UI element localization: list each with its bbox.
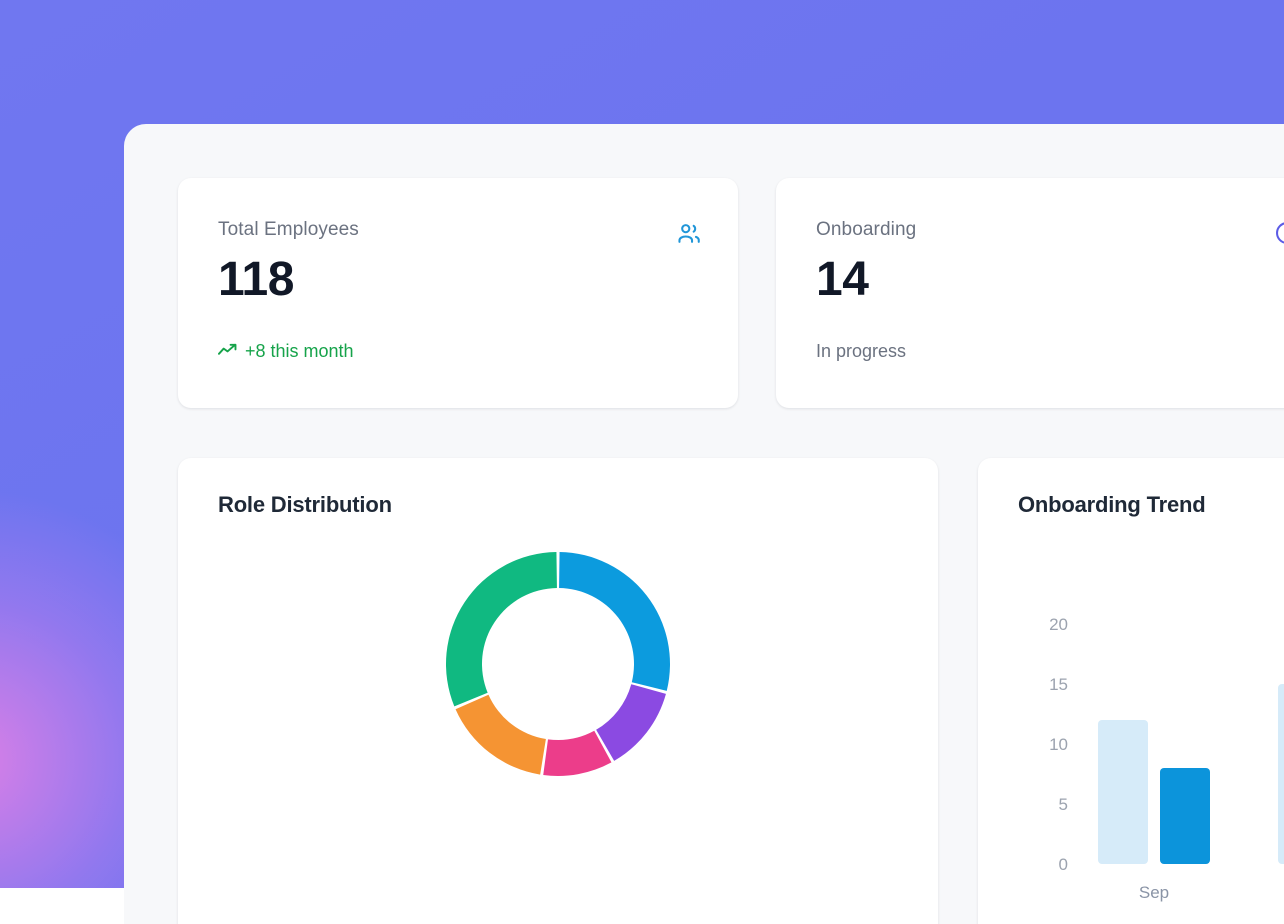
donut-slice[interactable] [456, 695, 546, 775]
donut-slice[interactable] [559, 552, 670, 691]
donut-chart[interactable] [438, 544, 678, 784]
x-axis-category-label: Sep [1139, 883, 1169, 902]
donut-chart-container [178, 544, 938, 784]
dashboard-panel: Total Employees 118 +8 this month [124, 124, 1284, 924]
bar-chart[interactable]: 05101520SepOct [978, 544, 1284, 924]
bar-chart-container: 05101520SepOct [978, 544, 1284, 924]
chart-card-onboarding-trend: Onboarding Trend 05101520SepOct [978, 458, 1284, 924]
y-axis-tick-label: 0 [1059, 855, 1068, 874]
chart-card-role-distribution: Role Distribution [178, 458, 938, 924]
y-axis-tick-label: 10 [1049, 735, 1068, 754]
kpi-card-onboarding[interactable]: Onboarding 14 In progress [776, 178, 1284, 408]
kpi-header: Total Employees [218, 220, 702, 251]
chart-title: Role Distribution [218, 492, 392, 518]
kpi-subtext: +8 this month [218, 341, 354, 362]
trending-up-icon [218, 341, 237, 362]
kpi-subtext-label: In progress [816, 341, 906, 362]
donut-slice[interactable] [596, 684, 666, 761]
y-axis-tick-label: 5 [1059, 795, 1068, 814]
kpi-label: Total Employees [218, 220, 359, 239]
kpi-value: 118 [218, 254, 294, 307]
kpi-subtext-label: +8 this month [245, 341, 354, 362]
kpi-value: 14 [816, 254, 868, 307]
bar[interactable] [1098, 720, 1148, 864]
y-axis-tick-label: 20 [1049, 615, 1068, 634]
bar[interactable] [1160, 768, 1210, 864]
kpi-subtext: In progress [816, 341, 906, 362]
donut-slice[interactable] [446, 552, 557, 706]
chart-title: Onboarding Trend [1018, 492, 1205, 518]
y-axis-tick-label: 15 [1049, 675, 1068, 694]
users-icon [676, 220, 702, 251]
kpi-label: Onboarding [816, 220, 916, 239]
clock-icon [1274, 220, 1284, 251]
kpi-card-total-employees[interactable]: Total Employees 118 +8 this month [178, 178, 738, 408]
kpi-header: Onboarding [816, 220, 1284, 251]
bar[interactable] [1278, 684, 1284, 864]
